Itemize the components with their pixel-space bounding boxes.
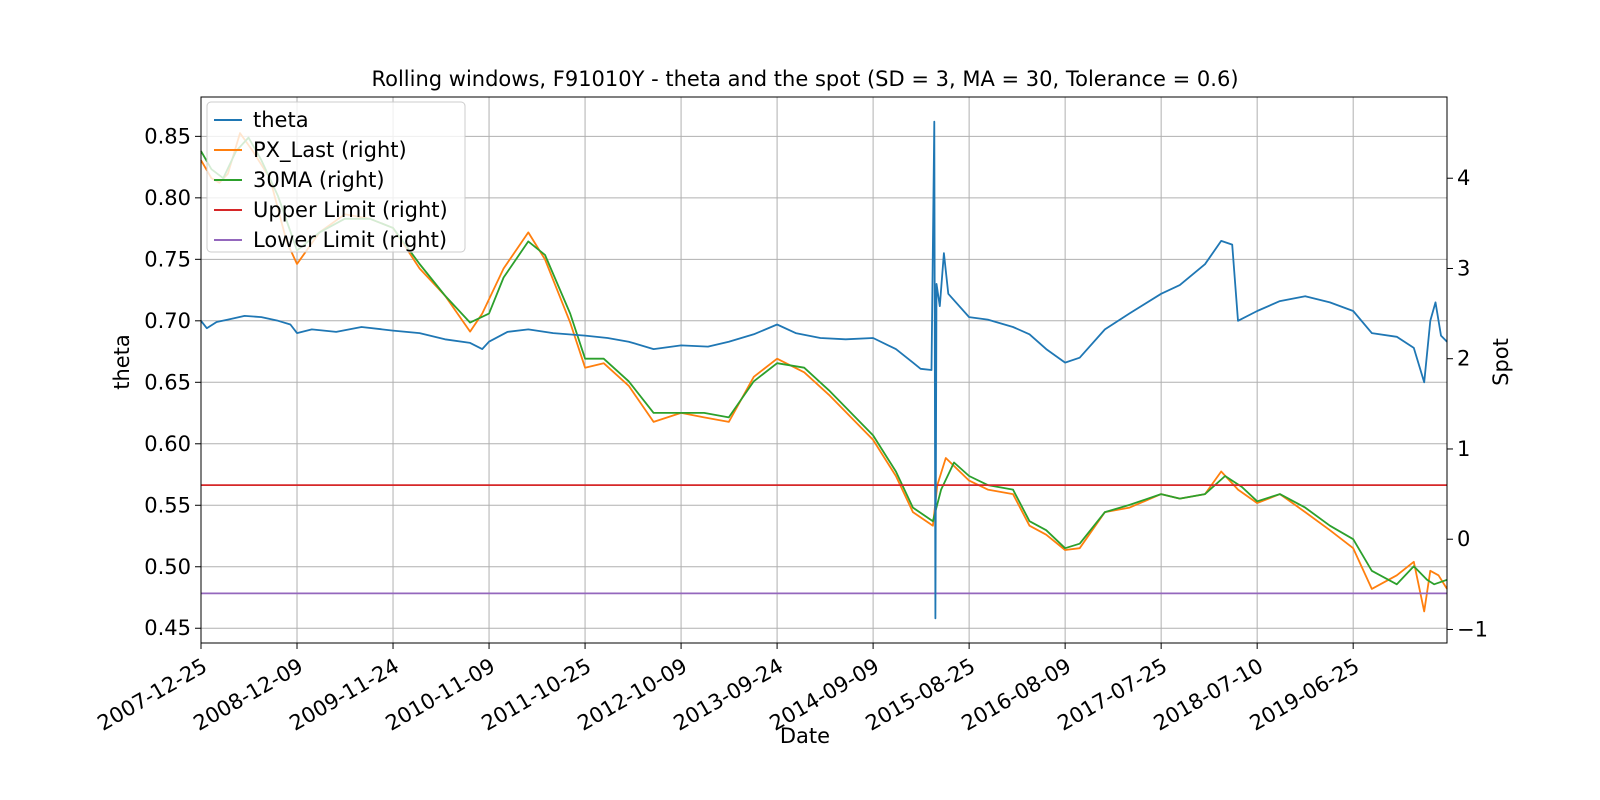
y-left-tick-label: 0.60 <box>144 432 191 456</box>
y-axis-left: 0.45 0.50 0.55 0.60 0.65 0.70 0.75 0.80 0.85 <box>144 124 201 640</box>
chart-title: Rolling windows, F91010Y - theta and the… <box>371 67 1238 91</box>
y-right-tick-label: 3 <box>1457 256 1470 280</box>
y-left-tick-label: 0.75 <box>144 247 191 271</box>
y-left-tick-label: 0.55 <box>144 493 191 517</box>
y-left-tick-label: 0.85 <box>144 124 191 148</box>
y-right-tick-label: −1 <box>1457 617 1488 641</box>
legend-px-last-label: PX_Last (right) <box>253 138 407 163</box>
legend: theta PX_Last (right) 30MA (right) Upper… <box>206 101 466 253</box>
series-line-theta <box>200 120 1448 620</box>
y-left-tick-label: 0.65 <box>144 370 191 394</box>
y-left-tick-label: 0.50 <box>144 555 191 579</box>
x-axis-label: Date <box>780 724 830 748</box>
legend-theta-label: theta <box>253 108 309 132</box>
y-right-tick-label: 2 <box>1457 347 1470 371</box>
y-left-tick-label: 0.80 <box>144 186 191 210</box>
y-left-tick-label: 0.45 <box>144 616 191 640</box>
y-right-tick-label: 0 <box>1457 527 1470 551</box>
y-axis-right: −1 0 1 2 3 4 <box>1447 166 1488 641</box>
legend-upper-limit-label: Upper Limit (right) <box>253 198 448 222</box>
y-left-tick-label: 0.70 <box>144 309 191 333</box>
y-axis-left-label: theta <box>110 334 134 390</box>
plot-frame <box>200 96 1448 644</box>
y-right-tick-label: 1 <box>1457 437 1470 461</box>
y-right-tick-label: 4 <box>1457 166 1470 190</box>
legend-box <box>206 101 466 253</box>
legend-lower-limit-label: Lower Limit (right) <box>253 228 447 252</box>
y-axis-right-label: Spot <box>1489 338 1513 386</box>
legend-30ma-label: 30MA (right) <box>253 168 385 192</box>
